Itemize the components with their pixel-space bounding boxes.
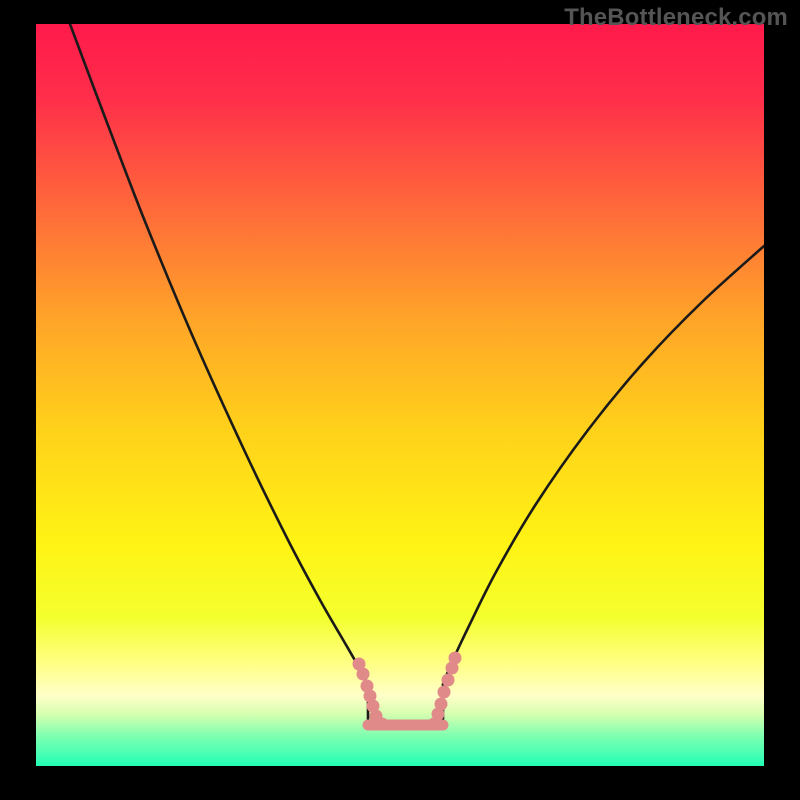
stage: TheBottleneck.com bbox=[0, 0, 800, 800]
bottleneck-curves bbox=[36, 24, 764, 766]
sample-dot-left bbox=[357, 668, 370, 681]
right-arm-curve bbox=[443, 246, 764, 684]
watermark-text: TheBottleneck.com bbox=[564, 4, 788, 32]
plot-area bbox=[36, 24, 764, 766]
left-arm-curve bbox=[70, 24, 368, 684]
sample-dot-right bbox=[449, 652, 462, 665]
sample-dot-right bbox=[438, 686, 451, 699]
sample-dot-right bbox=[442, 674, 455, 687]
sample-dot-right bbox=[435, 698, 448, 711]
sample-dot-left bbox=[376, 718, 389, 731]
